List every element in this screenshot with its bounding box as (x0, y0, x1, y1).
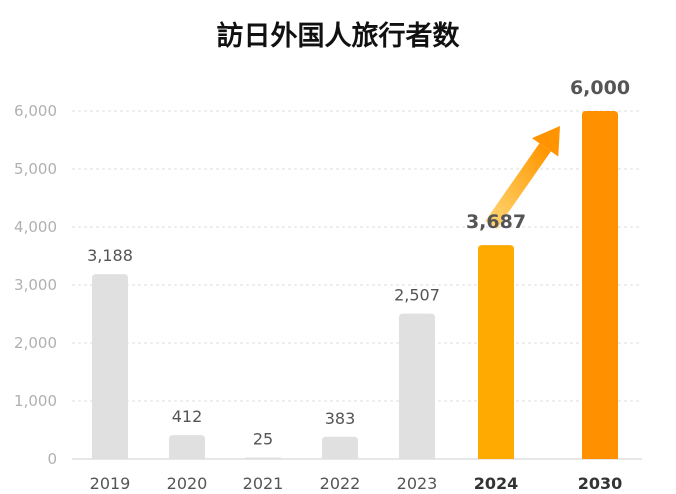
data-label-2019: 3,188 (87, 246, 133, 265)
y-tick-label: 6,000 (14, 102, 57, 120)
bar-2022 (322, 436, 358, 459)
growth-arrow-shaft (485, 143, 551, 230)
x-tick-label-2019: 2019 (90, 474, 131, 493)
data-label-2020: 412 (172, 407, 203, 426)
bar-2020 (169, 435, 205, 459)
bar-2021 (245, 457, 281, 459)
x-tick-label-2030: 2030 (578, 474, 623, 493)
x-tick-label-2020: 2020 (167, 474, 208, 493)
y-tick-label: 1,000 (14, 392, 57, 410)
bar-2024 (478, 245, 514, 459)
x-tick-label-2023: 2023 (397, 474, 438, 493)
x-tick-label-2022: 2022 (320, 474, 361, 493)
data-labels: 3,188 412 25 383 2,507 3,687 6,000 (87, 77, 630, 449)
bar-2023 (399, 313, 435, 459)
data-label-2023: 2,507 (394, 286, 440, 305)
y-tick-label: 4,000 (14, 218, 57, 236)
y-tick-label: 0 (47, 450, 57, 468)
x-tick-label-2021: 2021 (243, 474, 284, 493)
axes: 0 1,000 2,000 3,000 4,000 5,000 6,000 2019 2020 2… (14, 102, 642, 493)
annotations (485, 126, 560, 230)
growth-arrow-head (532, 126, 560, 157)
bar-2019 (92, 274, 128, 459)
y-tick-label: 5,000 (14, 160, 57, 178)
data-label-2030: 6,000 (570, 77, 630, 99)
chart-title: 訪日外国人旅行者数 (217, 20, 461, 52)
data-label-2021: 25 (253, 430, 273, 449)
data-label-2024: 3,687 (466, 211, 526, 233)
bars (92, 111, 618, 459)
bar-2030 (582, 111, 618, 459)
y-tick-label: 3,000 (14, 276, 57, 294)
data-label-2022: 383 (325, 409, 356, 428)
gridlines (72, 110, 642, 402)
y-tick-label: 2,000 (14, 334, 57, 352)
x-tick-label-2024: 2024 (474, 474, 519, 493)
